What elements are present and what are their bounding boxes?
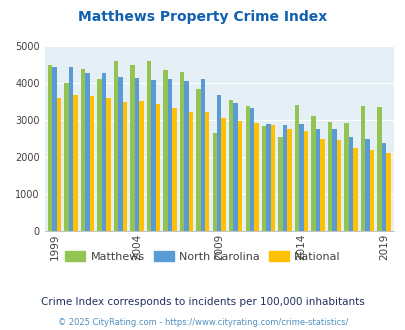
Bar — [237, 121, 242, 231]
Bar — [233, 103, 237, 231]
Bar — [294, 105, 298, 231]
Bar — [261, 126, 266, 231]
Bar — [155, 104, 160, 231]
Bar — [68, 67, 73, 231]
Bar — [303, 131, 307, 231]
Bar — [315, 129, 320, 231]
Bar — [249, 108, 254, 231]
Bar — [320, 139, 324, 231]
Bar — [90, 96, 94, 231]
Bar — [196, 89, 200, 231]
Bar — [327, 121, 331, 231]
Legend: Matthews, North Carolina, National: Matthews, North Carolina, National — [60, 247, 345, 267]
Bar — [205, 112, 209, 231]
Bar — [287, 129, 291, 231]
Bar — [282, 124, 287, 231]
Bar — [183, 81, 188, 231]
Bar — [221, 118, 225, 231]
Bar — [146, 61, 151, 231]
Bar — [212, 133, 217, 231]
Bar — [97, 80, 102, 231]
Bar — [106, 98, 110, 231]
Bar — [139, 101, 143, 231]
Bar — [57, 98, 61, 231]
Bar — [151, 80, 155, 231]
Bar — [81, 69, 85, 231]
Bar — [270, 125, 275, 231]
Text: Crime Index corresponds to incidents per 100,000 inhabitants: Crime Index corresponds to incidents per… — [41, 297, 364, 307]
Bar — [352, 148, 357, 231]
Bar — [102, 73, 106, 231]
Bar — [385, 153, 390, 231]
Bar — [122, 102, 127, 231]
Bar — [360, 107, 364, 231]
Bar — [336, 140, 340, 231]
Bar — [266, 124, 270, 231]
Bar — [311, 116, 315, 231]
Bar — [130, 65, 134, 231]
Bar — [331, 129, 336, 231]
Bar — [48, 65, 52, 231]
Bar — [85, 73, 90, 231]
Bar — [254, 123, 258, 231]
Bar — [245, 106, 249, 231]
Bar — [364, 139, 369, 231]
Bar — [134, 78, 139, 231]
Bar — [369, 150, 373, 231]
Text: Matthews Property Crime Index: Matthews Property Crime Index — [78, 10, 327, 24]
Bar — [228, 100, 233, 231]
Bar — [217, 95, 221, 231]
Bar — [113, 61, 118, 231]
Bar — [64, 83, 68, 231]
Text: © 2025 CityRating.com - https://www.cityrating.com/crime-statistics/: © 2025 CityRating.com - https://www.city… — [58, 318, 347, 327]
Bar — [163, 70, 167, 231]
Bar — [172, 108, 176, 231]
Bar — [278, 138, 282, 231]
Bar — [52, 67, 57, 231]
Bar — [343, 123, 348, 231]
Bar — [200, 79, 205, 231]
Bar — [298, 124, 303, 231]
Bar — [179, 72, 183, 231]
Bar — [167, 79, 172, 231]
Bar — [348, 137, 352, 231]
Bar — [73, 95, 77, 231]
Bar — [376, 107, 381, 231]
Bar — [188, 112, 192, 231]
Bar — [381, 143, 385, 231]
Bar — [118, 77, 122, 231]
